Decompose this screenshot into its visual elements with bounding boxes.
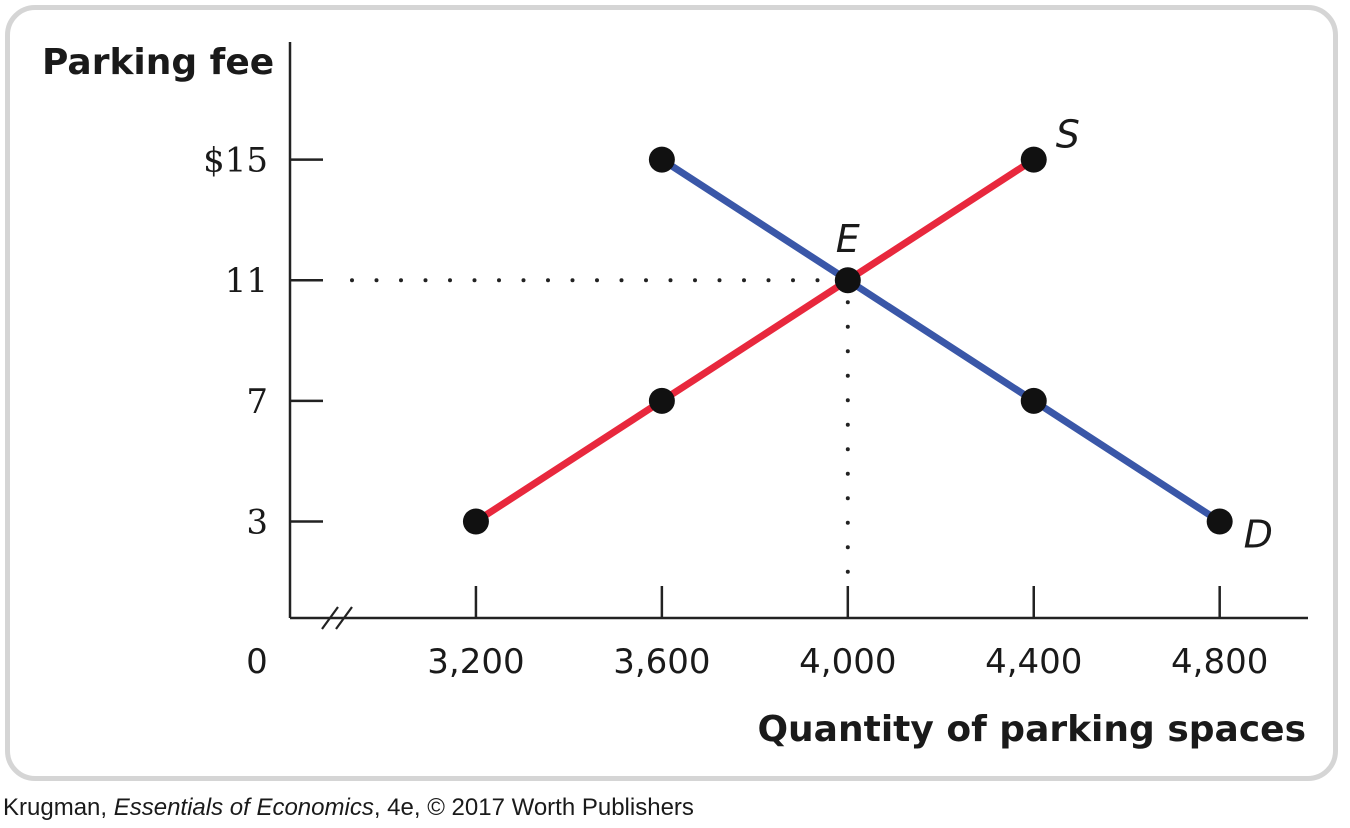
demand-curve-label: D <box>1244 512 1273 556</box>
data-point <box>1020 146 1047 173</box>
supply-demand-chart: Parking fee Quantity of parking spaces 0… <box>42 42 1308 750</box>
x-tick-label: 4,400 <box>985 642 1082 682</box>
x-tick-label: 4,800 <box>1171 642 1268 682</box>
x-tick-label: 3,600 <box>613 642 710 682</box>
equilibrium-label: E <box>836 217 860 261</box>
supply-curve-label: S <box>1056 113 1080 157</box>
y-tick-label: 7 <box>246 382 268 422</box>
y-tick-label: $15 <box>203 141 268 181</box>
data-point <box>1206 508 1233 535</box>
credit-title: Essentials of Economics <box>113 794 374 821</box>
x-tick-label: 3,200 <box>427 642 524 682</box>
y-axis-title: Parking fee <box>42 42 274 83</box>
supply-curve <box>472 156 1038 525</box>
axis-break-mark-left <box>321 606 339 630</box>
x-tick-label: 4,000 <box>799 642 896 682</box>
data-point <box>648 146 675 173</box>
figure-credit: Krugman, Essentials of Economics, 4e, © … <box>3 794 694 822</box>
credit-author: Krugman, <box>3 794 114 821</box>
origin-label: 0 <box>246 642 268 682</box>
equilibrium-point <box>834 267 861 294</box>
data-point <box>462 508 489 535</box>
data-point <box>648 387 675 414</box>
axis-break-mark-right <box>335 606 353 630</box>
data-point <box>1020 387 1047 414</box>
credit-rest: , 4e, © 2017 Worth Publishers <box>373 794 694 821</box>
demand-curve <box>658 156 1224 525</box>
y-tick-label: 11 <box>225 261 268 301</box>
x-axis-title: Quantity of parking spaces <box>757 709 1306 750</box>
y-tick-label: 3 <box>246 502 268 542</box>
